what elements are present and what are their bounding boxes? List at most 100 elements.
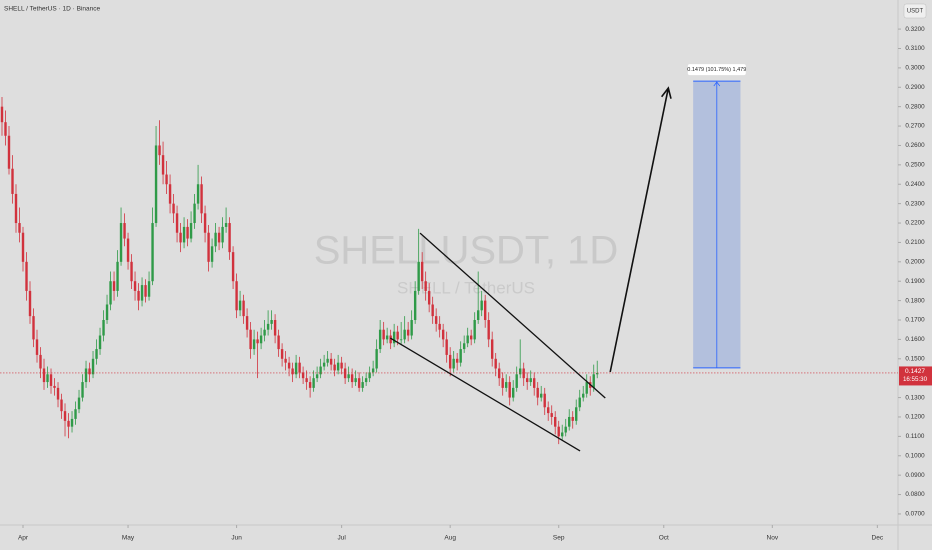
candle-body [235,281,238,311]
candle-body [172,203,175,214]
candle-body [312,378,315,388]
candle-body [291,368,294,375]
candle-body [399,339,403,341]
y-tick-label: 0.1700 [905,317,925,324]
candle-body [147,281,151,297]
candle-body [270,320,273,324]
chart-header: SHELL / TetherUS · 1D · Binance [4,6,100,13]
candle-body [242,300,245,317]
y-tick-label: 0.2600 [905,142,925,149]
x-tick-label: Oct [659,535,669,542]
candle-body [375,349,378,369]
candle-body [105,304,109,321]
candle-body [540,393,543,398]
candle-body [462,343,466,350]
candle-body [473,320,476,340]
candle-body [487,320,490,340]
candle-body [46,374,49,383]
candle-body [550,413,553,417]
candle-body [102,320,105,336]
candle-body [144,285,147,297]
y-tick-label: 0.2400 [905,181,925,188]
candle-body [526,378,529,383]
candle-body [557,426,560,437]
candle-body [596,372,599,375]
candle-body [7,135,11,169]
candle-body [533,378,536,388]
candle-body [497,368,501,379]
candle-body [70,418,74,427]
candle-body [98,335,102,350]
candle-body [469,335,473,340]
candle-body [280,349,284,359]
candle-body [511,387,515,398]
candle-body [203,213,207,233]
candle-body [403,329,406,340]
candle-body [529,378,532,383]
candle-body [193,203,196,224]
candle-body [490,339,494,359]
y-tick-label: 0.1500 [905,355,925,362]
watermark-subtitle: SHELL / TetherUS [397,278,535,297]
x-tick-label: Jun [231,535,242,542]
countdown-label: 16:55:30 [903,376,928,383]
candle-body [238,300,242,311]
y-tick-label: 0.2500 [905,162,925,169]
last-price-label: 0.1427 [905,368,925,375]
watermark: SHELLUSDT, 1D [314,229,619,273]
candle-body [336,362,340,371]
candle-body [568,416,571,427]
candle-body [137,290,140,301]
candle-body [53,385,56,388]
candle-body [179,232,182,243]
candle-body [504,382,508,388]
candle-body [501,378,504,388]
candle-body [196,184,200,204]
candle-body [182,226,186,243]
candle-body [452,358,455,369]
candle-body [109,281,112,305]
currency: USDT [907,9,924,15]
candle-body [519,368,522,375]
x-tick-label: May [122,535,135,542]
candle-body [354,378,357,383]
trendline [389,337,581,452]
candle-body [350,374,354,383]
candle-body [431,304,434,317]
candle-body [140,285,144,301]
candle-body [228,223,231,253]
candle-body [266,323,270,330]
candle-body [319,366,322,375]
y-tick-label: 0.2000 [905,258,925,265]
candle-body [592,374,595,388]
y-tick-label: 0.1800 [905,297,925,304]
candle-body [343,368,347,379]
y-tick-label: 0.1100 [906,433,925,440]
candle-body [259,335,263,344]
candle-body [385,335,389,340]
candle-body [315,374,319,379]
candle-body [301,372,305,379]
candle-body [340,362,343,369]
candle-body [14,193,18,224]
last-price-tag [899,366,932,386]
candle-body [578,397,581,408]
candle-body [32,316,35,340]
candle-body [564,426,567,433]
candle-body [347,374,350,379]
candle-body [308,382,312,388]
x-tick-label: Apr [18,535,29,542]
candle-body [63,411,67,421]
candle-body [287,362,291,369]
candle-body [256,339,259,344]
y-tick-label: 0.1600 [905,336,925,343]
candle-body [4,122,7,136]
candle-body [284,358,287,363]
y-tick-label: 0.3200 [905,26,925,33]
candle-body [322,362,326,367]
candle-body [333,364,336,371]
candle-body [326,358,329,363]
candle-body [455,358,459,363]
candle-body [378,329,382,350]
